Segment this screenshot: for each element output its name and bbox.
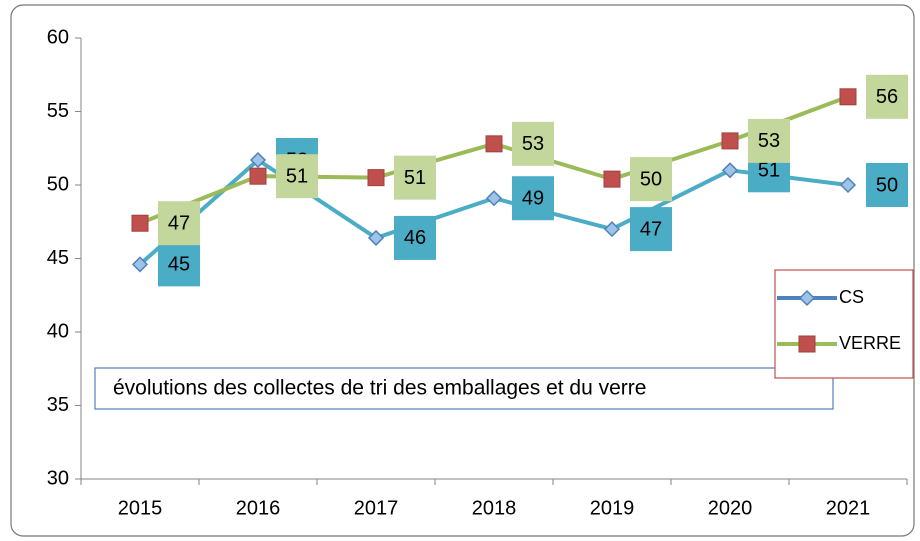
x-tick-label: 2016 (236, 497, 281, 519)
data-label-box (394, 155, 436, 200)
y-tick-label: 50 (47, 173, 69, 195)
y-tick-label: 40 (47, 320, 69, 342)
data-label: 47 (640, 218, 662, 240)
data-label: 56 (876, 86, 898, 108)
point-marker (367, 229, 385, 246)
y-tick-label: 45 (47, 247, 69, 269)
data-label-box (630, 207, 672, 252)
data-label: 51 (286, 165, 308, 187)
annotation-box (94, 367, 834, 410)
data-label: 53 (522, 133, 544, 155)
point-marker (131, 256, 149, 273)
data-label-box (748, 118, 790, 163)
x-tick-label: 2019 (590, 497, 635, 519)
point-marker (839, 88, 857, 106)
data-label-box (630, 157, 672, 202)
x-tick-label: 2021 (826, 497, 871, 519)
data-label: 50 (876, 174, 898, 196)
y-tick-label: 55 (47, 100, 69, 122)
data-label-box (512, 176, 554, 221)
data-label: 51 (404, 167, 426, 189)
point-marker (249, 151, 267, 169)
data-label: 46 (404, 227, 426, 249)
legend-label: CS (839, 287, 864, 307)
point-marker (603, 170, 621, 188)
point-marker (721, 132, 739, 150)
point-marker (485, 190, 503, 207)
point-marker (839, 176, 857, 194)
y-tick-label: 35 (47, 394, 69, 416)
point-marker (603, 221, 621, 238)
x-tick-label: 2015 (118, 497, 163, 519)
data-label: 47 (168, 213, 190, 235)
y-tick-label: 60 (47, 26, 69, 48)
point-marker (721, 162, 739, 179)
data-label-box (158, 201, 200, 246)
annotation: évolutions des collectes de tri des emba… (113, 377, 646, 400)
legend-box (774, 269, 914, 379)
y-tick-label: 30 (47, 467, 69, 489)
point-marker (131, 214, 149, 232)
point-marker (485, 135, 503, 153)
point-marker (249, 167, 267, 185)
data-label-box (512, 121, 554, 166)
x-tick-label: 2020 (708, 497, 753, 519)
point-marker (367, 169, 385, 187)
data-label: 49 (522, 188, 544, 210)
data-label: 50 (640, 168, 662, 190)
legend-marker (798, 335, 816, 353)
data-label-box (866, 74, 908, 119)
data-label-box (866, 163, 908, 207)
data-label-box (158, 242, 200, 287)
data-label-box (394, 215, 436, 260)
legend-marker (798, 289, 816, 307)
x-tick-label: 2017 (354, 497, 399, 519)
x-tick-label: 2018 (472, 497, 517, 519)
data-label-box (276, 154, 318, 199)
legend-label: VERRE (839, 333, 901, 353)
data-label: 53 (758, 130, 780, 152)
data-label: 51 (758, 160, 780, 182)
data-label: 45 (168, 254, 190, 276)
